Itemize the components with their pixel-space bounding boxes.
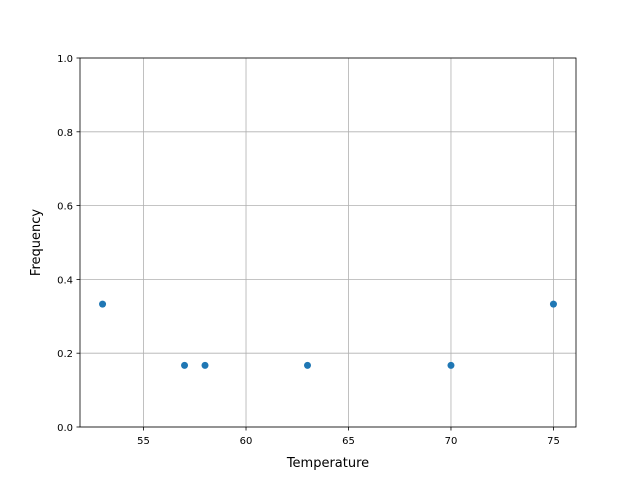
- y-tick-label: 0.6: [57, 202, 73, 213]
- data-points: [99, 300, 557, 369]
- y-tick-label: 0.8: [57, 128, 73, 139]
- x-tick-label: 70: [445, 436, 458, 447]
- y-tick-label: 0.0: [57, 423, 73, 434]
- data-point: [304, 361, 312, 369]
- data-point: [549, 300, 557, 308]
- data-point: [99, 300, 107, 308]
- x-axis-label: Temperature: [286, 456, 369, 471]
- data-point: [447, 361, 455, 369]
- y-tick-label: 0.4: [57, 275, 73, 286]
- x-tick-label: 60: [240, 436, 253, 447]
- plot-frame: [79, 57, 577, 428]
- data-point: [181, 361, 189, 369]
- grid: [80, 57, 576, 428]
- y-tick-label: 0.2: [57, 349, 73, 360]
- data-point: [201, 361, 209, 369]
- y-axis-label: Frequency: [29, 209, 44, 276]
- ticks: 55 60 65 70 75 0.0 0.2 0.4 0.6 0.8 1.0: [57, 54, 560, 447]
- x-tick-label: 55: [137, 436, 150, 447]
- y-tick-label: 1.0: [57, 54, 73, 65]
- x-tick-label: 75: [547, 436, 560, 447]
- x-tick-label: 65: [342, 436, 355, 447]
